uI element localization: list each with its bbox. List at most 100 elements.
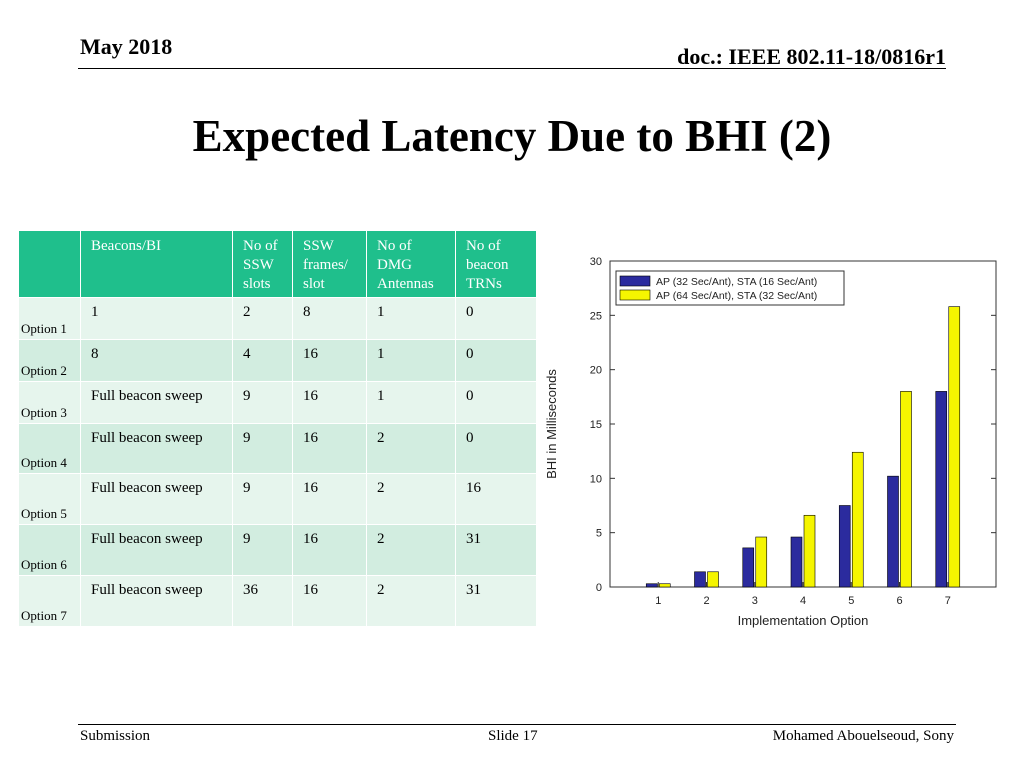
bar-series-1	[838, 505, 851, 588]
trns-cell: 0	[455, 297, 537, 340]
trns-cell: 0	[455, 423, 537, 474]
beacons-cell: Full beacon sweep	[80, 423, 233, 474]
bar-series-2	[755, 536, 768, 588]
bar-series-2	[658, 583, 671, 588]
option-label: Option 1	[18, 297, 81, 340]
option-label: Option 2	[18, 339, 81, 382]
bar-series-2	[900, 391, 912, 588]
y-tick-label: 15	[590, 419, 602, 431]
table-header-cell: No of beacon TRNs	[455, 230, 537, 298]
table-row: Option 2 8 4 16 1 0	[18, 339, 537, 382]
beacons-cell: Full beacon sweep	[80, 473, 233, 525]
bar-series-1	[935, 391, 948, 588]
footer-submission: Submission	[80, 728, 151, 744]
table-row: Option 5 Full beacon sweep 9 16 2 16	[18, 473, 537, 525]
beacons-cell: Full beacon sweep	[80, 575, 233, 627]
footer-slide-number: Slide 17	[488, 728, 538, 744]
beacons-cell: 1	[80, 297, 233, 340]
table-header-row: Beacons/BI No of SSW slots SSW frames/ s…	[18, 230, 537, 298]
option-label: Option 4	[18, 423, 81, 474]
slots-cell: 4	[232, 339, 293, 382]
footer-author: Mohamed Abouelseoud, Sony	[772, 728, 954, 744]
footer-divider	[78, 724, 956, 725]
antennas-cell: 2	[366, 423, 456, 474]
header-date: May 2018	[80, 34, 173, 59]
slide-title: Expected Latency Due to BHI (2)	[192, 111, 832, 161]
x-tick-label: 6	[896, 595, 902, 607]
y-tick-label: 10	[590, 473, 602, 485]
table-row: Option 1 1 2 8 1 0	[18, 297, 537, 340]
antennas-cell: 2	[366, 473, 456, 525]
x-tick-label: 1	[655, 595, 661, 607]
option-label: Option 7	[18, 575, 81, 627]
y-tick-label: 20	[590, 365, 602, 377]
slots-cell: 9	[232, 473, 293, 525]
frames-cell: 8	[292, 297, 367, 340]
table-row: Option 7 Full beacon sweep 36 16 2 31	[18, 575, 537, 627]
frames-cell: 16	[292, 473, 367, 525]
beacons-cell: Full beacon sweep	[80, 381, 233, 424]
slots-cell: 2	[232, 297, 293, 340]
frames-cell: 16	[292, 423, 367, 474]
slots-cell: 9	[232, 423, 293, 474]
slots-cell: 36	[232, 575, 293, 627]
table-header-cell: No of DMG Antennas	[366, 230, 456, 298]
bar-series-1	[742, 547, 755, 588]
plot-area	[609, 260, 997, 588]
bar-series-2	[851, 451, 864, 588]
bar-series-2	[803, 514, 816, 588]
beacons-cell: Full beacon sweep	[80, 524, 233, 576]
trns-cell: 16	[455, 473, 537, 525]
trns-cell: 0	[455, 381, 537, 424]
legend-swatch-1	[619, 275, 651, 287]
bar-series-2	[948, 306, 961, 588]
frames-cell: 16	[292, 339, 367, 382]
antennas-cell: 1	[366, 339, 456, 382]
bar-series-2	[707, 571, 719, 588]
table-header-cell: SSW frames/ slot	[292, 230, 367, 298]
table-row: Option 6 Full beacon sweep 9 16 2 31	[18, 524, 537, 576]
frames-cell: 16	[292, 524, 367, 576]
legend-label-1: AP (32 Sec/Ant), STA (16 Sec/Ant)	[656, 276, 817, 288]
y-tick-label: 0	[596, 582, 602, 594]
bar-series-1	[790, 536, 803, 588]
table-row: Option 4 Full beacon sweep 9 16 2 0	[18, 423, 537, 474]
x-tick-label: 7	[945, 595, 951, 607]
y-axis-label: BHI in Milliseconds	[544, 369, 559, 479]
trns-cell: 31	[455, 524, 537, 576]
y-tick-label: 5	[596, 528, 602, 540]
slots-cell: 9	[232, 524, 293, 576]
table-header-cell: No of SSW slots	[232, 230, 293, 298]
x-axis-label: Implementation Option	[738, 613, 869, 628]
legend-swatch-2	[619, 289, 651, 301]
trns-cell: 0	[455, 339, 537, 382]
legend-box	[615, 270, 845, 306]
x-tick-label: 2	[703, 595, 709, 607]
antennas-cell: 1	[366, 297, 456, 340]
option-label: Option 3	[18, 381, 81, 424]
antennas-cell: 2	[366, 524, 456, 576]
x-tick-label: 3	[752, 595, 758, 607]
y-tick-label: 30	[590, 256, 602, 268]
bar-series-1	[645, 583, 658, 588]
option-label: Option 5	[18, 473, 81, 525]
option-label: Option 6	[18, 524, 81, 576]
table-header-cell: Beacons/BI	[80, 230, 233, 298]
bar-series-1	[887, 475, 899, 588]
x-tick-label: 4	[800, 595, 806, 607]
bhi-bar-chart: 0 5 10 15 20 25 30 1 2 3 4 5 6 7 Implementation Option…	[544, 256, 997, 628]
slots-cell: 9	[232, 381, 293, 424]
frames-cell: 16	[292, 381, 367, 424]
antennas-cell: 2	[366, 575, 456, 627]
options-table: Beacons/BI No of SSW slots SSW frames/ s…	[18, 230, 537, 627]
beacons-cell: 8	[80, 339, 233, 382]
frames-cell: 16	[292, 575, 367, 627]
table-row: Option 3 Full beacon sweep 9 16 1 0	[18, 381, 537, 424]
table-header-cell	[18, 230, 81, 298]
bar-series-1	[694, 571, 706, 588]
x-tick-label: 5	[848, 595, 854, 607]
header-divider	[78, 68, 946, 69]
antennas-cell: 1	[366, 381, 456, 424]
trns-cell: 31	[455, 575, 537, 627]
legend-label-2: AP (64 Sec/Ant), STA (32 Sec/Ant)	[656, 290, 817, 302]
